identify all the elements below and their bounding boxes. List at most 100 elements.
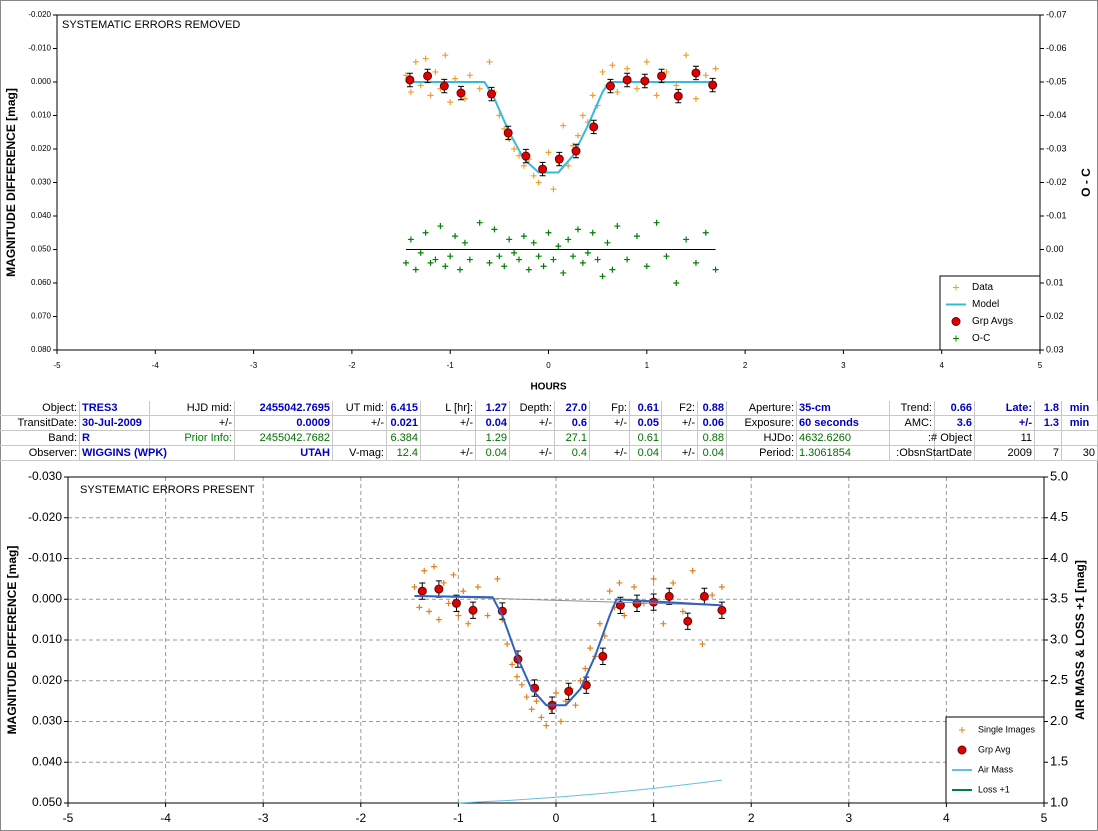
table-cell: 0.04 — [698, 446, 727, 461]
legend-swatch — [953, 335, 959, 342]
y-tick-label: 0.070 — [31, 312, 52, 321]
data-point — [466, 72, 473, 79]
data-point — [509, 661, 516, 668]
table-cell: 0.6 — [555, 416, 590, 431]
y-tick-label: -0.010 — [28, 44, 51, 53]
table-cell: +/- — [975, 416, 1035, 431]
data-point — [699, 641, 706, 648]
table-cell: +/- — [333, 416, 387, 431]
y-tick-label: 0.040 — [31, 211, 52, 220]
table-cell: UTAH — [235, 446, 333, 461]
table-cell: Late: — [975, 401, 1035, 416]
data-point — [445, 600, 452, 607]
table-cell: 35-cm — [797, 401, 890, 416]
data-point — [450, 571, 457, 578]
data-point — [643, 58, 650, 65]
data-point — [496, 253, 503, 260]
group-average — [657, 71, 667, 81]
table-cell: 0.06 — [698, 416, 727, 431]
table-cell: +/- — [590, 446, 630, 461]
data-point — [538, 714, 545, 721]
data-point — [476, 85, 483, 92]
data-point — [560, 122, 567, 129]
series-line — [414, 594, 722, 707]
data-point — [511, 146, 518, 152]
data-point — [557, 718, 564, 725]
data-point — [461, 239, 468, 246]
table-cell: 1.8 — [1035, 401, 1062, 416]
data-point — [457, 266, 464, 273]
table-cell: AMC: — [890, 416, 935, 431]
table-cell: +/- — [150, 416, 235, 431]
data-point — [587, 645, 594, 652]
data-point — [609, 62, 616, 69]
table-cell: 3.6 — [935, 416, 975, 431]
table-cell: 0.4 — [555, 446, 590, 461]
plot-frame — [56, 14, 1041, 351]
data-point — [624, 256, 631, 263]
x-tick-label: 1 — [645, 361, 650, 370]
data-point — [540, 263, 547, 270]
data-point — [422, 229, 429, 236]
table-cell: 0.88 — [698, 401, 727, 416]
table-cell: Object #: — [928, 431, 975, 446]
data-point — [577, 677, 584, 684]
legend-swatch — [957, 745, 967, 755]
y2-tick-label: -0.01 — [1046, 210, 1067, 220]
group-average — [486, 89, 496, 99]
table-cell: 6.384 — [387, 431, 421, 446]
plot-frame — [67, 476, 1045, 804]
group-average — [434, 584, 444, 594]
y2-tick-label: 0.03 — [1046, 344, 1064, 354]
x-tick-label: 2 — [748, 811, 755, 825]
data-point — [599, 68, 606, 75]
table-cell — [1035, 431, 1062, 446]
legend-label: Grp Avgs — [972, 316, 1013, 327]
y-tick-label: 0.030 — [32, 714, 62, 728]
table-cell: +/- — [510, 416, 555, 431]
y-tick-label: 0.010 — [32, 632, 62, 646]
data-point — [653, 219, 660, 226]
data-point — [589, 92, 596, 99]
legend-swatch — [951, 317, 961, 326]
table-cell: 6.415 — [387, 401, 421, 416]
table-cell: 0.66 — [935, 401, 975, 416]
table-cell: 0.04 — [630, 446, 662, 461]
data-point — [584, 249, 591, 256]
data-point — [452, 233, 459, 240]
table-cell: TRES3 — [80, 401, 150, 416]
y2-tick-label: -0.06 — [1046, 43, 1067, 53]
table-cell: 27.0 — [555, 401, 590, 416]
y2-tick-label: 0.00 — [1046, 244, 1064, 254]
y2-tick-label: -0.05 — [1046, 76, 1067, 86]
table-cell: 0.021 — [387, 416, 421, 431]
table-cell: WIGGINS (WPK) — [80, 446, 167, 461]
data-point — [533, 698, 540, 705]
group-average — [405, 75, 415, 85]
y2-tick-label: 1.5 — [1050, 754, 1068, 769]
group-average — [589, 122, 599, 132]
data-point — [513, 673, 520, 680]
y2-tick-label: -0.07 — [1046, 9, 1067, 19]
legend-label: Grp Avg — [978, 744, 1010, 754]
annotation: SYSTEMATIC ERRORS REMOVED — [62, 19, 240, 31]
data-point — [574, 132, 581, 139]
data-point — [535, 253, 542, 260]
data-point — [474, 584, 481, 591]
y2-tick-label: -0.04 — [1046, 110, 1067, 120]
x-tick-label: 4 — [943, 811, 950, 825]
y-tick-label: 0.000 — [32, 591, 62, 605]
data-point — [486, 259, 493, 266]
table-cell: 1.3061854 — [797, 446, 890, 461]
data-point — [402, 259, 409, 266]
data-point — [663, 253, 670, 260]
table-cell — [421, 431, 476, 446]
table-cell: 30 — [1062, 446, 1098, 461]
x-tick-label: -3 — [250, 361, 258, 370]
group-average — [699, 591, 709, 601]
table-cell: 12.4 — [387, 446, 421, 461]
group-average — [673, 91, 683, 101]
data-point — [447, 99, 454, 106]
group-average — [598, 651, 608, 661]
legend-swatch — [959, 727, 965, 733]
